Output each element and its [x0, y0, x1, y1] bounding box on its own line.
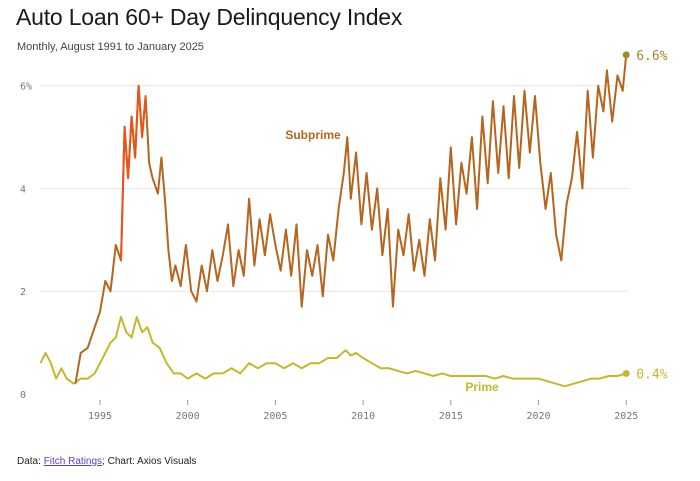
prime-end-label: 0.4%: [636, 367, 667, 382]
data-prefix: Data:: [17, 456, 44, 467]
chart-credit: ; Chart: Axios Visuals: [102, 456, 197, 467]
x-tick-label: 2015: [439, 411, 463, 422]
chart-title: Auto Loan 60+ Day Delinquency Index: [16, 4, 403, 30]
subprime-end-label: 6.6%: [636, 49, 667, 64]
x-tick-label: 2005: [263, 411, 287, 422]
source-credit: Data: Fitch Ratings; Chart: Axios Visual…: [17, 456, 196, 467]
y-tick-label: 2: [20, 287, 26, 298]
x-tick-label: 1995: [88, 411, 112, 422]
subprime-series-line: [74, 54, 628, 384]
prime-end-marker: [622, 369, 630, 377]
y-tick-label: 4: [20, 184, 26, 195]
y-tick-label: 0: [20, 390, 26, 401]
x-tick-label: 2000: [176, 411, 200, 422]
x-tick-label: 2025: [614, 411, 638, 422]
x-tick-label: 2020: [526, 411, 550, 422]
x-tick-label: 2010: [351, 411, 375, 422]
subprime-peak-segment: [120, 84, 147, 261]
prime-series-line: [39, 315, 627, 388]
subprime-series-label: Subprime: [285, 128, 341, 142]
source-link[interactable]: Fitch Ratings: [43, 456, 103, 467]
chart-subtitle: Monthly, August 1991 to January 2025: [17, 41, 204, 53]
subprime-end-marker: [622, 51, 630, 59]
y-tick-label: 6%: [20, 82, 32, 93]
prime-series-label: Prime: [465, 380, 499, 394]
